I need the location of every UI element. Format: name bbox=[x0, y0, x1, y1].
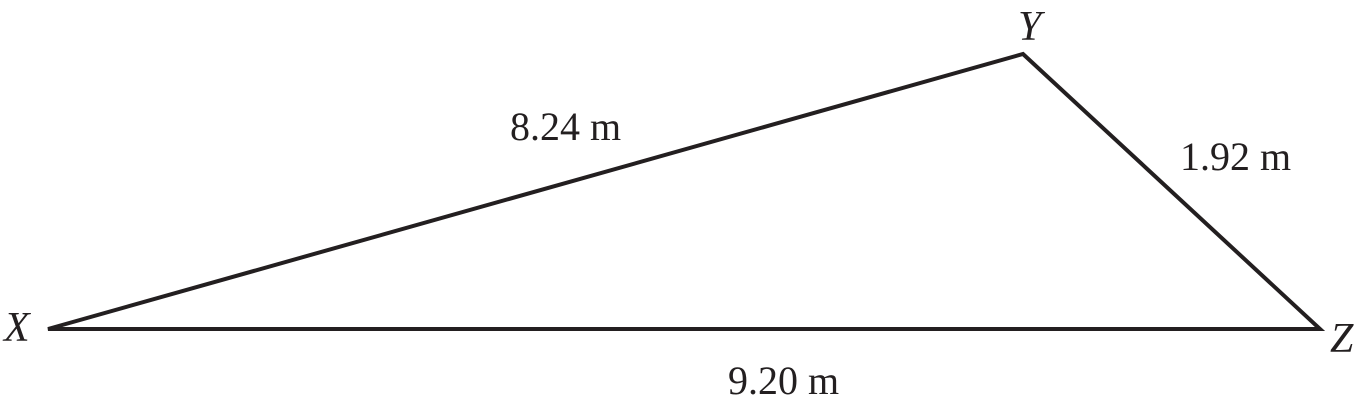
vertex-label-x: X bbox=[2, 305, 32, 351]
triangle-xyz bbox=[47, 51, 1326, 331]
vertex-label-z: Z bbox=[1330, 316, 1354, 362]
side-label-xz: 9.20 m bbox=[728, 358, 839, 403]
side-label-yz: 1.92 m bbox=[1180, 134, 1291, 179]
vertex-label-y: Y bbox=[1018, 4, 1046, 50]
side-label-xy: 8.24 m bbox=[510, 104, 621, 149]
